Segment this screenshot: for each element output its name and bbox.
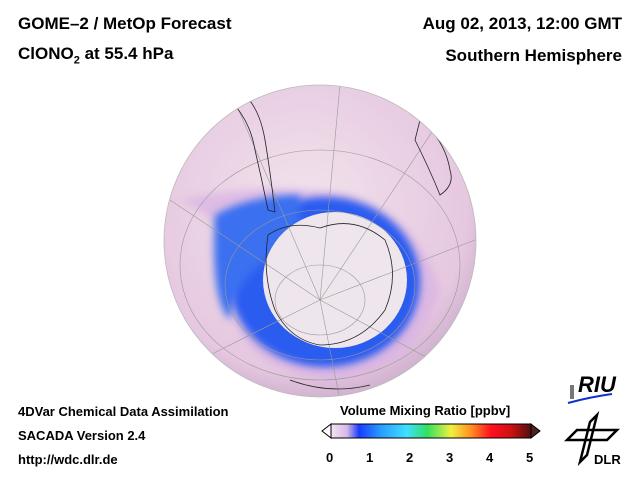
australia-coastline — [289, 379, 371, 390]
dlr-logo-text: DLR — [594, 452, 621, 467]
colorbar — [321, 422, 541, 440]
antarctica-coastline — [265, 223, 393, 346]
colorbar-tick: 5 — [526, 450, 534, 465]
figure-title: GOME–2 / MetOp Forecast — [18, 14, 232, 33]
species-subscript: 2 — [73, 54, 80, 67]
south-america-coastline — [229, 94, 276, 213]
forecast-datetime: Aug 02, 2013, 12:00 GMT — [422, 14, 622, 33]
africa-coastline — [414, 119, 452, 196]
colorbar-tick: 1 — [366, 450, 374, 465]
riu-logo: RIU — [578, 372, 616, 397]
colorbar-tick: 3 — [446, 450, 454, 465]
footer-url[interactable]: http://wdc.dlr.de — [18, 452, 118, 467]
species-label: ClONO2 at 55.4 hPa — [18, 44, 173, 66]
colorbar-tick: 2 — [406, 450, 414, 465]
hemisphere-label: Southern Hemisphere — [445, 46, 622, 65]
species-name: ClONO — [18, 44, 74, 63]
footer-version: SACADA Version 2.4 — [18, 428, 146, 443]
colorbar-tick: 4 — [486, 450, 494, 465]
footer-method: 4DVar Chemical Data Assimilation — [18, 404, 229, 419]
chlorine-nitrate-tongue — [214, 195, 300, 320]
depleted-core — [263, 212, 407, 348]
colorbar-tick: 0 — [326, 450, 334, 465]
colorbar-title: Volume Mixing Ratio [ppbv] — [340, 403, 511, 418]
species-level: at 55.4 hPa — [79, 44, 174, 63]
